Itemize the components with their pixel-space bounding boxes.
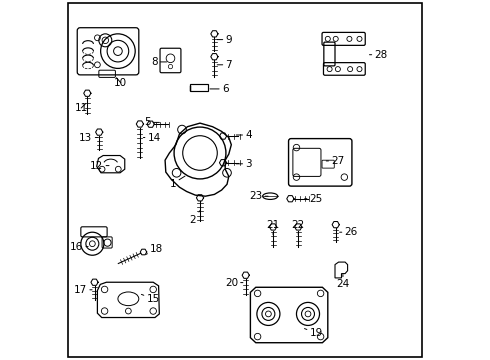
Text: 23: 23 xyxy=(249,191,268,201)
Text: 8: 8 xyxy=(151,57,167,67)
Text: 11: 11 xyxy=(74,103,88,113)
Text: 14: 14 xyxy=(144,132,161,143)
Text: 10: 10 xyxy=(114,78,127,88)
Text: 9: 9 xyxy=(217,35,232,45)
Text: 6: 6 xyxy=(210,84,228,94)
Text: 17: 17 xyxy=(74,285,92,295)
Text: 26: 26 xyxy=(340,227,358,237)
Text: 1: 1 xyxy=(170,176,185,189)
Text: 19: 19 xyxy=(304,328,323,338)
Text: 25: 25 xyxy=(305,194,323,204)
Text: 21: 21 xyxy=(267,220,280,235)
Text: 27: 27 xyxy=(326,156,344,166)
Text: 7: 7 xyxy=(217,60,232,70)
Text: 4: 4 xyxy=(236,130,252,140)
Text: 16: 16 xyxy=(70,242,88,252)
Text: 13: 13 xyxy=(79,132,98,143)
Text: 28: 28 xyxy=(369,50,388,60)
Text: 12: 12 xyxy=(90,161,109,171)
Text: 24: 24 xyxy=(336,275,349,289)
Text: 22: 22 xyxy=(292,220,305,235)
Text: 15: 15 xyxy=(142,294,160,304)
Text: 18: 18 xyxy=(146,244,164,255)
Text: 3: 3 xyxy=(236,159,252,169)
Text: 2: 2 xyxy=(190,211,200,225)
Text: 5: 5 xyxy=(144,117,159,127)
Text: 20: 20 xyxy=(225,278,243,288)
